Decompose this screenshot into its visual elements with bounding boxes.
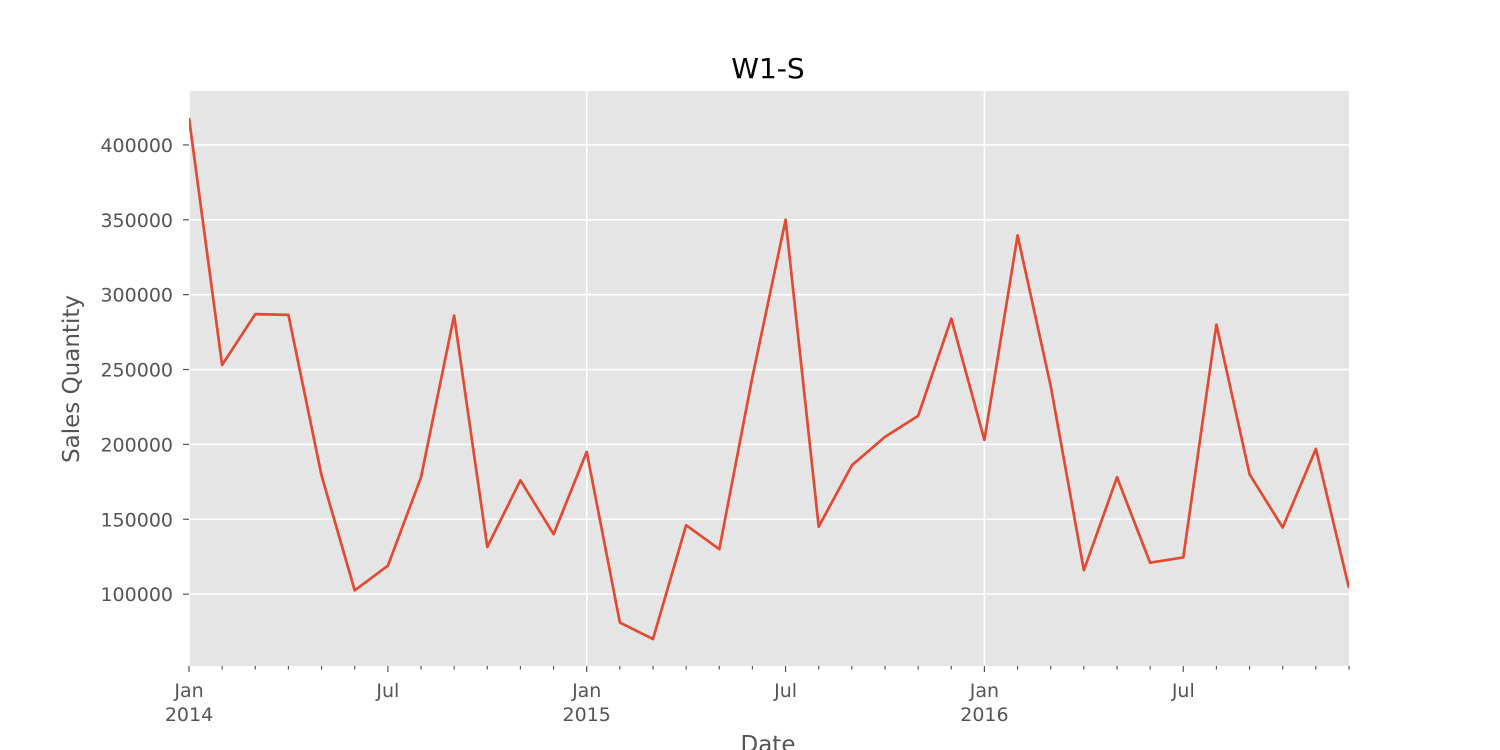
y-tick-label: 350000 (100, 210, 173, 232)
x-tick-year-label: 2014 (165, 704, 213, 726)
y-tick-label: 300000 (100, 285, 173, 307)
y-tick-label: 100000 (100, 584, 173, 606)
y-axis: 100000 150000 200000 250000 300000 350000 4000… (100, 135, 189, 606)
x-tick-label: Jul (375, 680, 399, 702)
y-tick-label: 400000 (100, 135, 173, 157)
x-tick-year-label: 2015 (563, 704, 611, 726)
chart-title: W1-S (731, 52, 804, 85)
plot-background (189, 91, 1349, 666)
x-tick-label: Jan (969, 680, 999, 702)
x-axis-label: Date (741, 732, 796, 750)
y-tick-label: 150000 (100, 509, 173, 531)
x-tick-year-label: 2016 (960, 704, 1008, 726)
series-line (189, 117, 1349, 641)
x-tick-label: Jan (173, 680, 203, 702)
series-group (189, 117, 1349, 641)
x-tick-label: Jan (571, 680, 601, 702)
x-tick-label: Jul (1171, 680, 1195, 702)
y-tick-label: 250000 (100, 360, 173, 382)
x-tick-label: Jul (773, 680, 797, 702)
y-axis-label: Sales Quantity (59, 295, 85, 463)
y-tick-label: 200000 (100, 434, 173, 456)
